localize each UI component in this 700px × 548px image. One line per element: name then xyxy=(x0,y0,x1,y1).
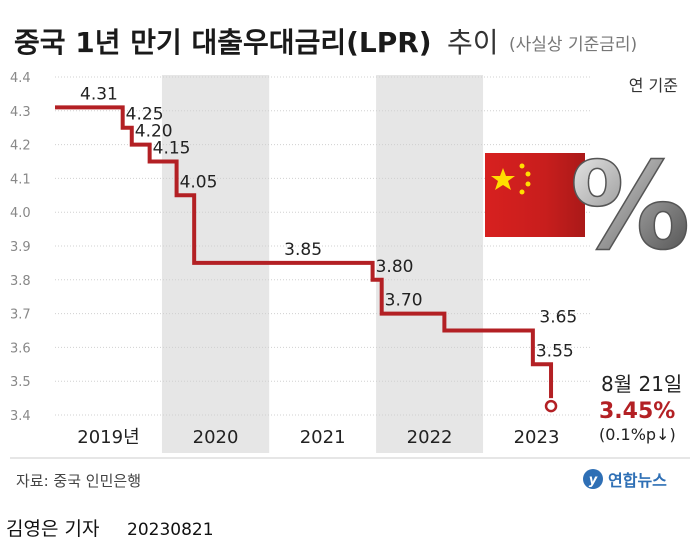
data-label: 4.25 xyxy=(126,105,164,125)
source-note: 자료: 중국 인민은행 xyxy=(16,472,141,490)
annotation-date: 8월 21일 xyxy=(601,372,682,396)
agency-name: 연합뉴스 xyxy=(608,471,667,490)
y-tick-label: 4.1 xyxy=(10,172,31,187)
yonhap-logo: y 연합뉴스 xyxy=(583,469,667,490)
data-label: 4.05 xyxy=(180,172,218,192)
svg-text:y: y xyxy=(589,473,598,488)
year-band-shade xyxy=(376,75,484,453)
chart-title: 중국 1년 만기 대출우대금리(LPR) xyxy=(14,26,432,59)
x-tick-label: 2023 xyxy=(514,427,560,448)
data-label: 3.70 xyxy=(385,291,423,311)
unit-note: 연 기준 xyxy=(629,76,678,95)
data-label: 3.65 xyxy=(539,308,577,328)
lpr-series-line xyxy=(55,105,554,399)
chart-title-suffix: 추이 xyxy=(447,26,499,59)
data-label: 3.80 xyxy=(376,257,414,277)
byline-bar xyxy=(0,505,700,548)
byline-reporter: 김영은 기자 xyxy=(6,518,99,540)
data-label: 4.20 xyxy=(135,122,173,142)
y-tick-label: 3.7 xyxy=(10,308,31,323)
y-tick-label: 3.8 xyxy=(10,274,31,289)
annotation-change: (0.1%p↓) xyxy=(599,425,676,444)
china-flag-icon xyxy=(485,153,585,237)
annotation-value: 3.45% xyxy=(599,399,675,424)
y-tick-label: 4.4 xyxy=(10,71,31,86)
y-tick-label: 3.9 xyxy=(10,240,31,255)
y-axis: 4.4 4.3 4.2 4.1 4.0 3.9 3.8 3.7 3.6 3.5 3.4 xyxy=(10,71,31,424)
latest-point-marker xyxy=(544,399,558,413)
y-tick-label: 4.0 xyxy=(10,206,31,221)
x-tick-label: 2020 xyxy=(193,427,239,448)
chart-subtitle: (사실상 기준금리) xyxy=(509,35,637,55)
data-label: 3.55 xyxy=(536,341,574,361)
y-tick-label: 3.4 xyxy=(10,409,31,424)
gridlines xyxy=(55,76,590,416)
y-tick-label: 4.3 xyxy=(10,105,31,120)
data-label: 4.15 xyxy=(153,139,191,159)
y-tick-label: 3.5 xyxy=(10,375,31,390)
percent-symbol: % xyxy=(570,138,690,277)
data-label: 4.31 xyxy=(80,84,118,104)
data-label: 3.85 xyxy=(284,240,322,260)
x-axis-labels: 2019년 2020 2021 2022 2023 xyxy=(77,427,559,448)
x-tick-label: 2021 xyxy=(300,427,346,448)
x-tick-label: 2022 xyxy=(407,427,453,448)
y-tick-label: 4.2 xyxy=(10,139,31,154)
y-tick-label: 3.6 xyxy=(10,341,31,356)
byline-date: 20230821 xyxy=(127,520,214,540)
x-tick-label: 2019년 xyxy=(77,427,139,448)
data-labels: 4.31 4.254.204.15 4.05 3.85 3.80 3.70 3.65 3.55 xyxy=(80,84,577,361)
